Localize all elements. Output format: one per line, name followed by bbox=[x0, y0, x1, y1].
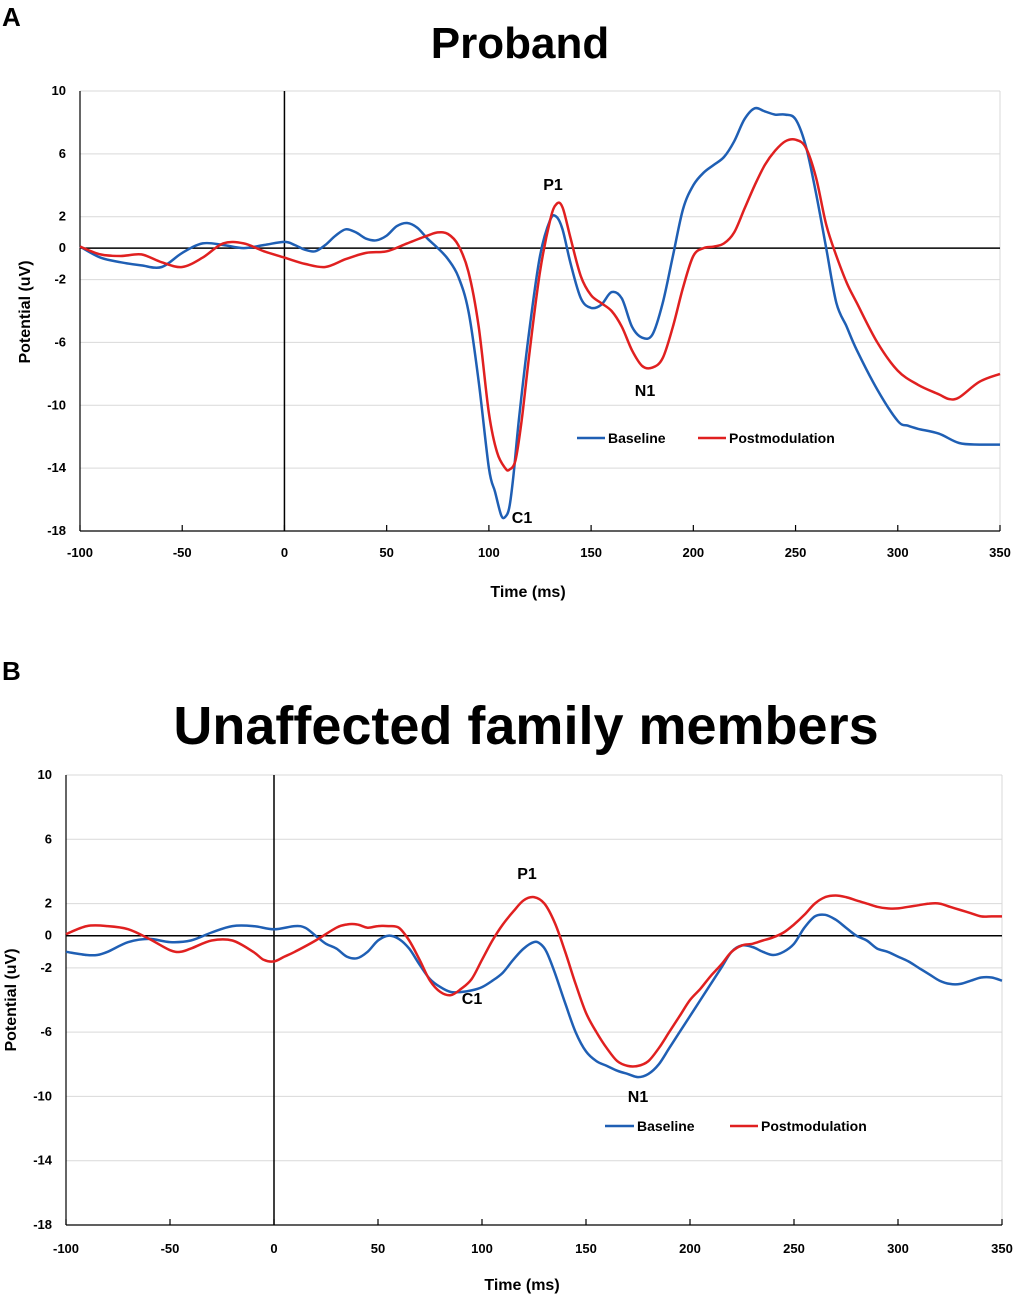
panel-a-x-tick-label: 350 bbox=[989, 545, 1011, 560]
panel-a-x-tick-label: 300 bbox=[887, 545, 909, 560]
panel-b-y-ticks: 10 6 2 0 -2 -6 -10 -14 -18 bbox=[33, 767, 53, 1232]
panel-a-legend-label-postmodulation: Postmodulation bbox=[729, 430, 835, 446]
panel-b-x-tick-label: 0 bbox=[270, 1241, 277, 1256]
panel-b-x-tick-label: 50 bbox=[371, 1241, 385, 1256]
panel-b-x-axis-title: Time (ms) bbox=[484, 1277, 559, 1294]
panel-a-x-ticks: -100 -50 0 50 100 150 200 250 300 350 bbox=[67, 525, 1011, 560]
panel-a-x-tick-label: 200 bbox=[682, 545, 704, 560]
panel-b-legend: Baseline Postmodulation bbox=[605, 1118, 867, 1134]
panel-b-series bbox=[65, 894, 1003, 1079]
panel-b-y-tick-label: -10 bbox=[33, 1088, 52, 1103]
panel-b-y-tick-label: -14 bbox=[33, 1153, 53, 1168]
panel-a-y-tick-label: 0 bbox=[59, 240, 66, 255]
panel-a-y-tick-label: 10 bbox=[52, 83, 66, 98]
panel-b-x-tick-label: 200 bbox=[679, 1241, 701, 1256]
panel-b-gridlines bbox=[66, 774, 1003, 1225]
panel-b-x-tick-label: 250 bbox=[783, 1241, 805, 1256]
panel-b-x-tick-label: 150 bbox=[575, 1241, 597, 1256]
panel-b-x-ticks: -100 -50 0 50 100 150 200 250 300 350 bbox=[53, 1219, 1013, 1256]
panel-b-title: Unaffected family members bbox=[173, 696, 878, 756]
panel-a-y-tick-label: -6 bbox=[54, 334, 66, 349]
panel-b-annotation-n1: N1 bbox=[628, 1089, 649, 1106]
panel-b-y-axis-title: Potential (uV) bbox=[3, 948, 20, 1051]
panel-b-series-line-baseline bbox=[65, 913, 1003, 1079]
panel-a-gridlines bbox=[80, 90, 1001, 531]
panel-a-y-ticks: 10 6 2 0 -2 -6 -10 -14 -18 bbox=[47, 83, 67, 538]
panel-b-x-tick-label: 350 bbox=[991, 1241, 1013, 1256]
panel-a-y-tick-label: 6 bbox=[59, 146, 66, 161]
panel-a-legend: Baseline Postmodulation bbox=[577, 430, 835, 446]
panel-b-y-tick-label: -18 bbox=[33, 1217, 52, 1232]
panel-b-series-line-postmodulation bbox=[65, 894, 1002, 1068]
panel-b-y-tick-label: 6 bbox=[45, 831, 52, 846]
panel-a: A Proband 10 6 2 0 -2 -6 -10 -14 -18 -100 -50 0 50 1… bbox=[2, 2, 1011, 601]
panel-b-y-tick-label: 0 bbox=[45, 928, 52, 943]
panel-a-x-tick-label: 250 bbox=[785, 545, 807, 560]
panel-b-y-tick-label: 2 bbox=[45, 896, 52, 911]
panel-a-annotation-p1: P1 bbox=[543, 177, 563, 194]
panel-b-annotation-p1: P1 bbox=[517, 866, 537, 883]
panel-a-series-line-postmodulation bbox=[79, 138, 1001, 472]
panel-a-x-tick-label: 0 bbox=[281, 545, 288, 560]
panel-a-annotation-n1: N1 bbox=[635, 383, 656, 400]
panel-a-x-axis-title: Time (ms) bbox=[490, 584, 565, 601]
panel-a-annotation-c1: C1 bbox=[512, 510, 533, 527]
panel-a-series bbox=[79, 106, 1001, 520]
panel-b-x-tick-label: -100 bbox=[53, 1241, 79, 1256]
panel-a-y-tick-label: -10 bbox=[47, 397, 66, 412]
panel-a-x-tick-label: -50 bbox=[173, 545, 192, 560]
panel-b-x-tick-label: -50 bbox=[161, 1241, 180, 1256]
panel-a-y-tick-label: 2 bbox=[59, 209, 66, 224]
panel-a-y-tick-label: -14 bbox=[47, 460, 67, 475]
panel-b-x-tick-label: 100 bbox=[471, 1241, 493, 1256]
panel-b-y-tick-label: -6 bbox=[40, 1024, 52, 1039]
panel-b-legend-label-baseline: Baseline bbox=[637, 1118, 695, 1134]
panel-a-y-axis-title: Potential (uV) bbox=[17, 260, 34, 363]
panel-a-x-tick-label: 150 bbox=[580, 545, 602, 560]
panel-b-y-tick-label: -2 bbox=[40, 960, 52, 975]
panel-b-x-tick-label: 300 bbox=[887, 1241, 909, 1256]
panel-a-letter: A bbox=[2, 2, 21, 32]
panel-a-legend-label-baseline: Baseline bbox=[608, 430, 666, 446]
panel-a-x-tick-label: 100 bbox=[478, 545, 500, 560]
panel-a-y-tick-label: -18 bbox=[47, 523, 66, 538]
panel-b: B Unaffected family members 10 6 2 0 -2 -6 -10… bbox=[2, 656, 1013, 1294]
panel-a-title: Proband bbox=[431, 19, 609, 68]
panel-b-y-tick-label: 10 bbox=[38, 767, 52, 782]
panel-b-annotation-c1: C1 bbox=[462, 991, 483, 1008]
panel-a-y-tick-label: -2 bbox=[54, 272, 66, 287]
panel-a-x-tick-label: 50 bbox=[379, 545, 393, 560]
panel-b-letter: B bbox=[2, 656, 21, 686]
panel-a-x-tick-label: -100 bbox=[67, 545, 93, 560]
panel-b-legend-label-postmodulation: Postmodulation bbox=[761, 1118, 867, 1134]
